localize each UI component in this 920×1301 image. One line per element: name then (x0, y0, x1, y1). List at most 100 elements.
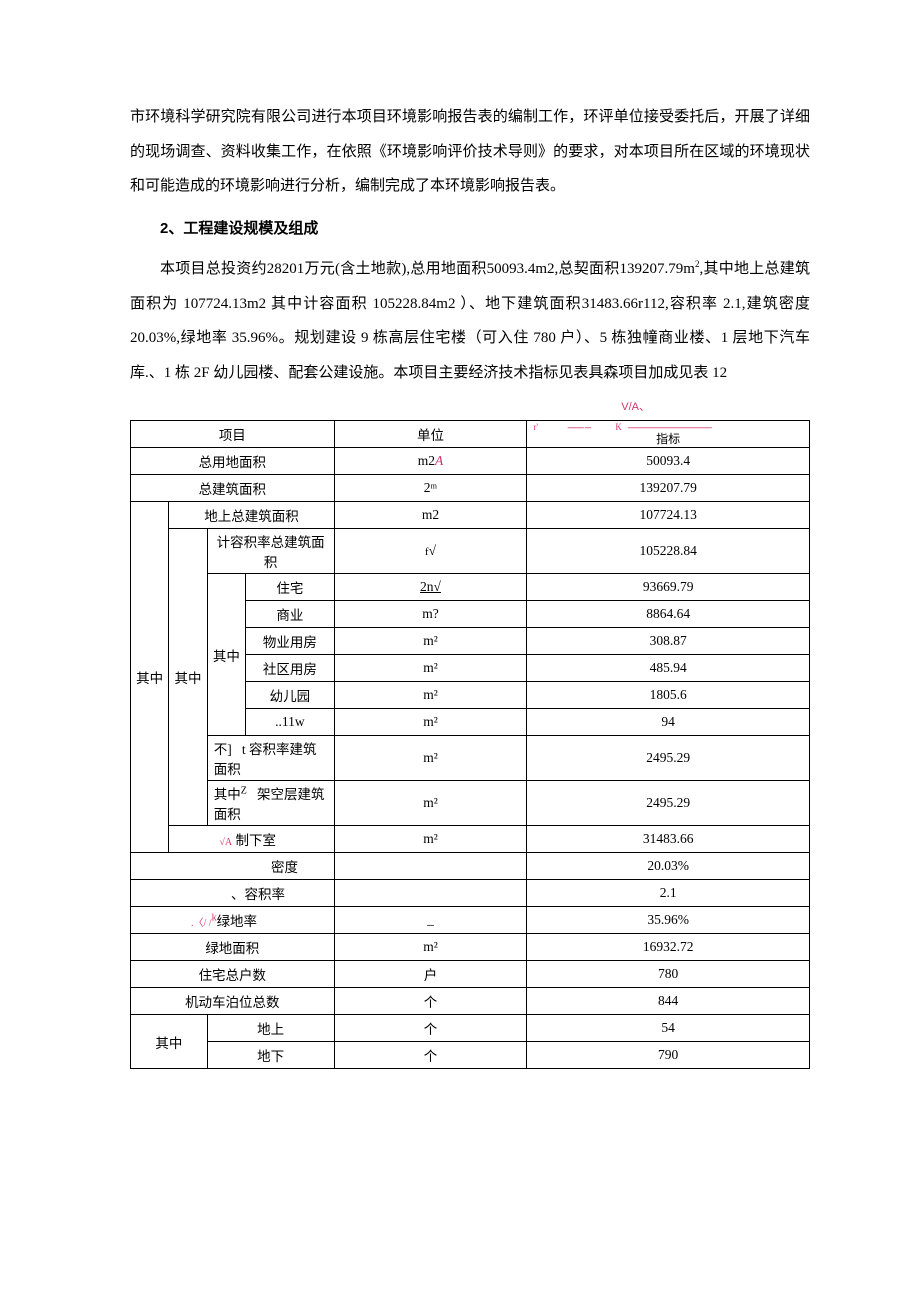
cell-proj: ..11w (246, 709, 335, 736)
cell-proj: 密度 (131, 853, 335, 880)
plot-ratio-label: 容积率 (245, 887, 286, 902)
table-row: 其中 住宅 2n√ 93669.79 (131, 574, 810, 601)
cell-unit: m2 (334, 502, 527, 529)
cell-unit: 2n√ (334, 574, 527, 601)
cell-qz-outer: 其中 (131, 502, 169, 853)
cell-unit: m² (334, 709, 527, 736)
para2-text-b: ,其中地上总建筑面积为 107724.13m2 其中计容面积 105228.84… (130, 261, 810, 381)
table-row: 其中Z 架空层建筑面积 m² 2495.29 (131, 781, 810, 826)
table-row: 地下 个 790 (131, 1042, 810, 1069)
header-r: r' (533, 422, 538, 432)
basement-pre: √A (219, 837, 232, 848)
cell-proj: 物业用房 (246, 628, 335, 655)
cell-qz-inner: 其中 (169, 529, 207, 826)
cell-val: 844 (527, 988, 810, 1015)
cell-unit: 个 (334, 1042, 527, 1069)
cell-val: 93669.79 (527, 574, 810, 601)
cell-proj: .〈/ /k绿地率 (131, 907, 335, 934)
table-row: 、容积率 2.1 (131, 880, 810, 907)
cell-unit (334, 880, 527, 907)
paragraph-scope: 本项目总投资约28201万元(含土地款),总用地面积50093.4m2,总契面积… (130, 252, 810, 390)
cell-val: 107724.13 (527, 502, 810, 529)
cell-val: 308.87 (527, 628, 810, 655)
annotation-va: V/A、 (130, 398, 810, 414)
cell-val: 2495.29 (527, 736, 810, 781)
unit-sqrt: √ (429, 543, 436, 558)
table-row: √A 制下室 m² 31483.66 (131, 826, 810, 853)
unit-a: A (435, 453, 443, 468)
cell-proj: 地上 (207, 1015, 334, 1042)
indicators-table: 项目 单位 r' -------- --- K ----------------… (130, 420, 810, 1069)
cell-proj: 总用地面积 (131, 448, 335, 475)
cell-unit: m² (334, 826, 527, 853)
cell-unit: m² (334, 682, 527, 709)
cell-unit: 个 (334, 1015, 527, 1042)
cell-proj: 总建筑面积 (131, 475, 335, 502)
section-heading: 2、工程建设规模及组成 (130, 212, 810, 247)
cell-unit: m² (334, 628, 527, 655)
cell-unit: m² (334, 736, 527, 781)
cell-val: 31483.66 (527, 826, 810, 853)
cell-proj: 住宅总户数 (131, 961, 335, 988)
para2-text-a: 本项目总投资约28201万元(含土地款),总用地面积50093.4m2,总契面积… (160, 261, 695, 277)
cell-val: 35.96% (527, 907, 810, 934)
table-row: 其中 地上总建筑面积 m2 107724.13 (131, 502, 810, 529)
non-plot-pre: 不] (214, 742, 232, 757)
cell-unit: f√ (334, 529, 527, 574)
table-row: 总用地面积 m2A 50093.4 (131, 448, 810, 475)
header-project: 项目 (131, 421, 335, 448)
cell-proj: 社区用房 (246, 655, 335, 682)
header-k: K (615, 422, 622, 432)
cell-val: 50093.4 (527, 448, 810, 475)
unit-2n: 2n√ (420, 579, 441, 594)
cell-val: 139207.79 (527, 475, 810, 502)
cell-val: 790 (527, 1042, 810, 1069)
table-row: .〈/ /k绿地率 _ 35.96% (131, 907, 810, 934)
cell-val: 20.03% (527, 853, 810, 880)
table-row: 绿地面积 m² 16932.72 (131, 934, 810, 961)
cell-proj: 、容积率 (131, 880, 335, 907)
cell-val: 1805.6 (527, 682, 810, 709)
green-rate-label: 绿地率 (217, 914, 258, 929)
header-value: r' -------- --- K ----------------------… (527, 421, 810, 448)
cell-val: 485.94 (527, 655, 810, 682)
basement-label: 制下室 (232, 833, 276, 848)
stilt-sup: Z (241, 786, 247, 797)
cell-val: 2.1 (527, 880, 810, 907)
cell-val: 105228.84 (527, 529, 810, 574)
header-unit: 单位 (334, 421, 527, 448)
cell-val: 54 (527, 1015, 810, 1042)
cell-proj: 计容积率总建筑面积 (207, 529, 334, 574)
cell-unit: 户 (334, 961, 527, 988)
cell-proj: 住宅 (246, 574, 335, 601)
table-row: 其中 地上 个 54 (131, 1015, 810, 1042)
cell-unit: m2A (334, 448, 527, 475)
cell-unit: m? (334, 601, 527, 628)
table-row: 项目 单位 r' -------- --- K ----------------… (131, 421, 810, 448)
cell-unit: m² (334, 934, 527, 961)
unit-m2: m2 (418, 453, 435, 468)
cell-proj: 幼儿园 (246, 682, 335, 709)
table-row: 不] t 容积率建筑面积 m² 2495.29 (131, 736, 810, 781)
cell-qz-inner2: 其中 (207, 574, 245, 736)
table-row: 其中 计容积率总建筑面积 f√ 105228.84 (131, 529, 810, 574)
cell-val: 16932.72 (527, 934, 810, 961)
paragraph-intro: 市环境科学研究院有限公司进行本项目环境影响报告表的编制工作，环评单位接受委托后，… (130, 100, 810, 204)
stilt-pre: 其中 (214, 787, 241, 802)
cell-val: 8864.64 (527, 601, 810, 628)
cell-val: 94 (527, 709, 810, 736)
table-row: 机动车泊位总数 个 844 (131, 988, 810, 1015)
cell-unit: m² (334, 655, 527, 682)
green-rate-pre: .〈/ / (191, 918, 212, 929)
cell-proj: 地上总建筑面积 (169, 502, 334, 529)
cell-proj: 不] t 容积率建筑面积 (207, 736, 334, 781)
cell-proj: √A 制下室 (169, 826, 334, 853)
cell-proj: 地下 (207, 1042, 334, 1069)
plot-ratio-pre: 、 (231, 887, 245, 902)
cell-unit: m² (334, 781, 527, 826)
cell-proj: 商业 (246, 601, 335, 628)
cell-unit: 2ᵐ (334, 475, 527, 502)
table-row: 密度 20.03% (131, 853, 810, 880)
cell-unit: 个 (334, 988, 527, 1015)
table-row: 总建筑面积 2ᵐ 139207.79 (131, 475, 810, 502)
